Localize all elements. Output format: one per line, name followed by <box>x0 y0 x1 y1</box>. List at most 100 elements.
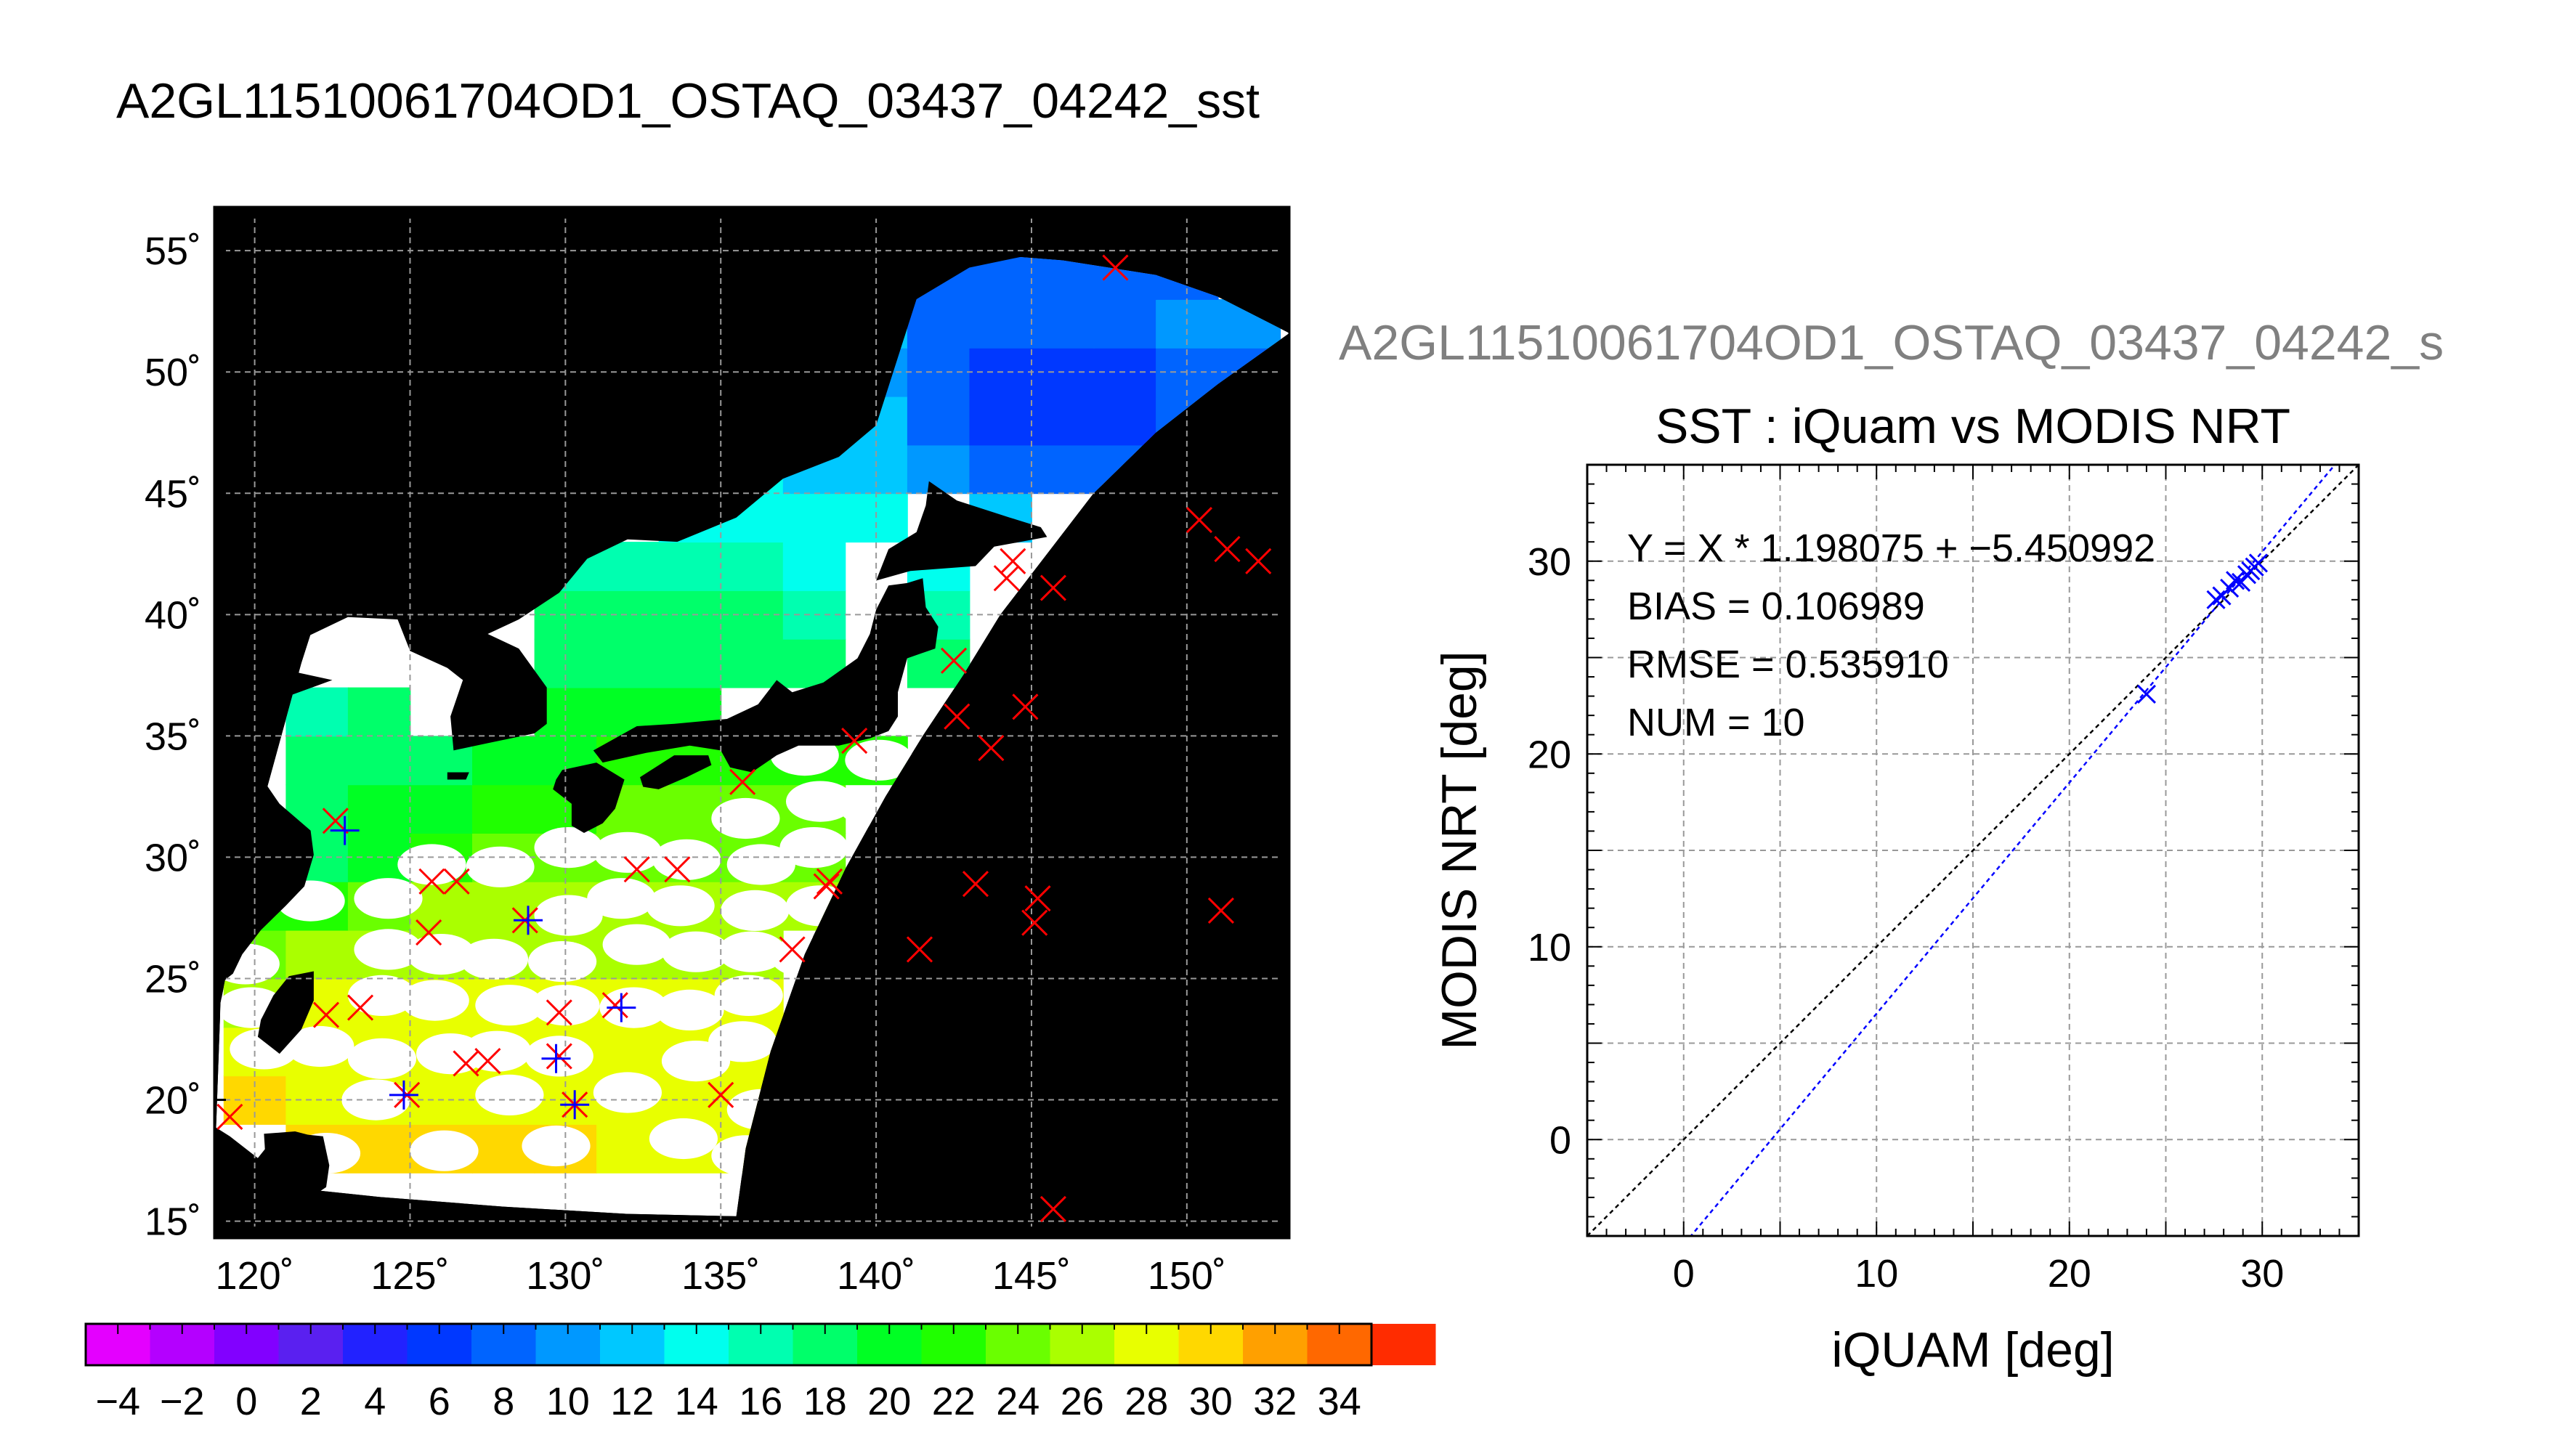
land-hokkaido <box>876 481 1047 581</box>
colorbar-tick-label: 0 <box>235 1380 257 1423</box>
scatter-stat-line: NUM = 10 <box>1627 701 1805 744</box>
matchup-marker-red <box>978 735 1005 762</box>
sst-cell <box>907 396 970 446</box>
cloud-patch <box>587 878 656 919</box>
matchup-markers <box>216 254 1272 1222</box>
sst-cell <box>1032 444 1095 495</box>
sst-cell <box>1032 396 1095 446</box>
matchup-marker-red <box>813 873 840 900</box>
cloud-patch <box>397 844 466 885</box>
cloud-patch <box>534 827 603 869</box>
cloud-patch <box>779 827 848 869</box>
sst-cell <box>721 590 784 640</box>
sst-cell <box>658 590 722 640</box>
cloud-patch <box>717 931 787 972</box>
cloud-patch <box>534 895 603 936</box>
cloud-patch <box>593 1072 662 1113</box>
cloud-patch <box>711 797 780 839</box>
sst-cell <box>596 638 660 688</box>
matchup-marker-red <box>729 768 756 795</box>
sst-cell <box>907 444 970 495</box>
cloud-patch <box>410 1130 479 1171</box>
scatter-y-tick-label: 0 <box>1549 1118 1571 1162</box>
cloud-patch <box>649 1118 718 1160</box>
colorbar-tick-label: −2 <box>160 1380 205 1423</box>
land-taiwan <box>257 971 314 1054</box>
sst-cell <box>721 542 784 591</box>
colorbar-tick-label: 24 <box>996 1380 1040 1423</box>
sst-cell <box>285 687 349 737</box>
land-shikoku <box>640 755 712 789</box>
colorbar-tick-label: 16 <box>739 1380 782 1423</box>
map-y-tick-label: 25˚ <box>145 957 201 1001</box>
scatter-x-tick-label: 0 <box>1673 1252 1695 1296</box>
scatter-x-tick-label: 30 <box>2240 1252 2284 1296</box>
scatter-y-tick-label: 20 <box>1528 733 1571 776</box>
map-y-tick-label: 55˚ <box>145 229 201 273</box>
matchup-marker-blue <box>541 1044 571 1073</box>
cloud-patch <box>466 846 535 887</box>
matchup-marker-red <box>1021 909 1048 936</box>
sst-cell <box>472 881 535 931</box>
scatter-stat-line: Y = X * 1.198075 + −5.450992 <box>1627 526 2155 570</box>
matchup-marker-red <box>1000 548 1026 574</box>
scatter-x-tick-label: 20 <box>2048 1252 2091 1296</box>
colorbar-tick-label: 32 <box>1253 1380 1297 1423</box>
scatter-point <box>2231 572 2251 593</box>
scatter-point <box>2136 684 2157 704</box>
matchup-marker-red <box>944 703 970 730</box>
cloud-patch <box>400 980 469 1021</box>
secondary-title: A2GL11510061704OD1_OSTAQ_03437_04242_s <box>1339 315 2444 370</box>
matchup-marker-red <box>664 856 691 883</box>
land-luzon-north <box>264 1131 326 1202</box>
sst-cell <box>596 590 660 640</box>
cloud-patch <box>655 989 724 1030</box>
colorbar-tick-label: 34 <box>1318 1380 1361 1423</box>
colorbar-tick-label: 8 <box>493 1380 514 1423</box>
colorbar-tick-label: 28 <box>1124 1380 1168 1423</box>
sst-cell <box>1093 299 1156 349</box>
matchup-marker-red <box>1040 1195 1066 1222</box>
matchup-marker-blue <box>560 1090 590 1120</box>
scatter-point <box>2206 590 2226 609</box>
matchup-marker-red <box>1207 897 1234 924</box>
cloud-patch <box>714 975 783 1016</box>
matchup-marker-red <box>1186 506 1213 534</box>
sst-cell <box>658 1075 722 1125</box>
colorbar-tick-label: 30 <box>1189 1380 1233 1423</box>
matchup-marker-red <box>841 727 868 755</box>
map-y-tick-label: 15˚ <box>145 1200 201 1244</box>
matchup-marker-blue <box>389 1080 418 1110</box>
map-y-tick-label: 50˚ <box>145 351 201 394</box>
sst-cell <box>721 638 784 688</box>
cloud-patch <box>721 890 790 931</box>
map-x-tick-label: 125˚ <box>370 1254 449 1298</box>
scatter-points <box>2136 553 2269 704</box>
map-grid <box>214 207 1289 1238</box>
sst-cell <box>969 299 1032 349</box>
matchup-marker-red <box>216 1103 243 1131</box>
cloud-patch <box>341 1079 410 1121</box>
main-title: A2GL11510061704OD1_OSTAQ_03437_04242_sst <box>116 73 1260 129</box>
matchup-marker-red <box>1245 548 1272 574</box>
cloud-patch <box>347 975 417 1016</box>
sst-cell <box>969 396 1032 446</box>
scatter-point <box>2220 578 2240 598</box>
regression-fit-line <box>1690 465 2336 1236</box>
matchup-marker-red <box>1102 254 1129 281</box>
scatter-x-tick-label: 10 <box>1855 1252 1898 1296</box>
matchup-marker-red <box>993 565 1020 592</box>
cloud-patch <box>475 1074 544 1115</box>
colorbar-tick-label: 18 <box>803 1380 847 1423</box>
map-frame <box>213 206 1291 1240</box>
map-y-tick-label: 45˚ <box>145 472 201 516</box>
sst-cell <box>969 444 1032 495</box>
cloud-patch <box>661 931 731 972</box>
map-y-tick-label: 35˚ <box>145 715 201 758</box>
sst-cell <box>472 784 535 834</box>
matchup-marker-red <box>418 868 445 895</box>
cloud-patch <box>407 934 476 975</box>
colorbar-tick-label: 14 <box>675 1380 718 1423</box>
sst-cell <box>285 736 349 786</box>
